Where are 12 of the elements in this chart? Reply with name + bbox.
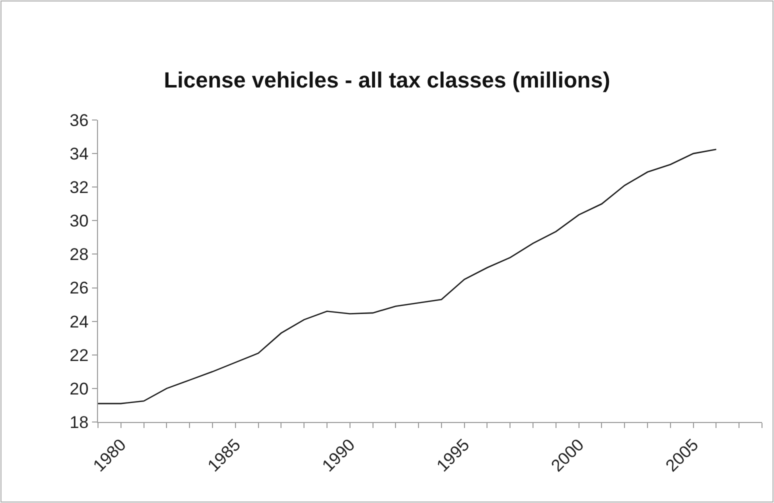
y-tick-label: 32 (70, 178, 89, 198)
line-series (98, 148, 717, 404)
y-tick-label: 20 (70, 379, 89, 398)
y-tick-label: 22 (70, 346, 89, 365)
chart-title: License vehicles - all tax classes (millions) (164, 68, 610, 93)
y-tick-label: 26 (70, 278, 89, 298)
y-tick-label: 18 (70, 412, 89, 432)
y-tick-label: 30 (70, 212, 89, 231)
y-tick-label: 28 (70, 245, 89, 264)
y-tick-label: 36 (70, 110, 89, 130)
y-tick-label: 34 (70, 144, 89, 164)
y-tick-label: 24 (70, 312, 89, 332)
